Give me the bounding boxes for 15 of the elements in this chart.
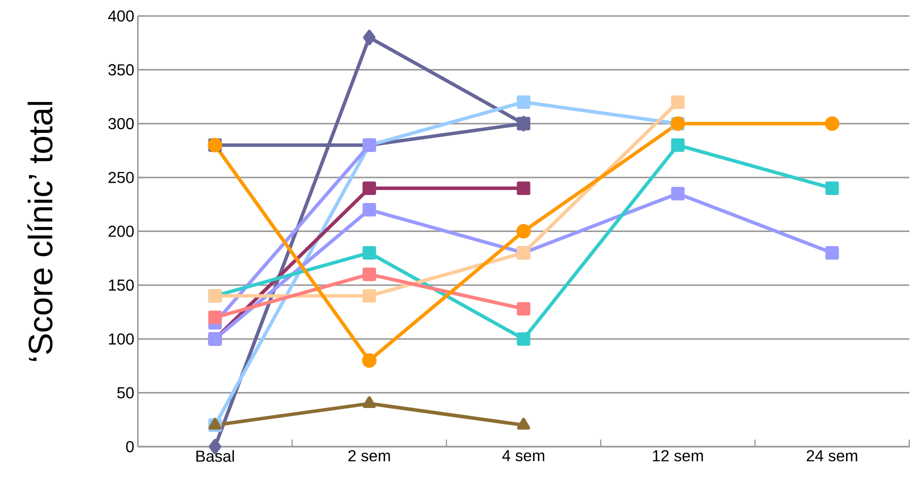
y-tick-label: 350 xyxy=(108,64,134,76)
y-tick-label: 0 xyxy=(126,441,134,452)
x-tick-label: 12 sem xyxy=(652,450,703,462)
x-tick-label: 24 sem xyxy=(806,450,858,462)
y-tick-label: 250 xyxy=(108,172,134,184)
y-tick-label: 50 xyxy=(117,387,134,399)
x-tick-label: 2 sem xyxy=(348,450,390,462)
y-tick-label: 200 xyxy=(108,226,134,238)
y-axis-title: ‘Score clínic’ total xyxy=(27,102,53,362)
y-tick-label: 400 xyxy=(108,10,134,22)
y-tick-label: 100 xyxy=(109,334,134,345)
y-tick-label: 150 xyxy=(109,280,134,291)
y-tick-label: 300 xyxy=(108,118,134,130)
x-tick-label: 4 sem xyxy=(502,450,544,462)
x-tick-label: Basal xyxy=(196,450,234,462)
